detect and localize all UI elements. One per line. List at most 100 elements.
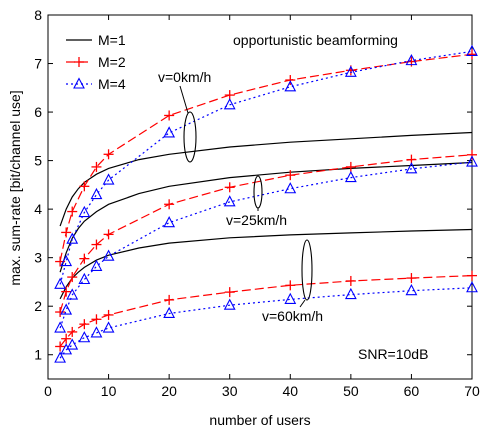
data-point <box>79 253 90 264</box>
annotation-header: opportunistic beamforming <box>233 32 398 48</box>
legend-marker <box>73 77 85 89</box>
legend-label: M=2 <box>98 54 126 70</box>
annotations: opportunistic beamforming v=0km/h v=25km… <box>158 32 428 362</box>
series-line <box>59 50 473 285</box>
plot-area: 0 10 20 30 40 50 60 70 1 2 3 4 5 6 7 8 <box>34 7 480 399</box>
data-point <box>54 277 67 289</box>
data-point <box>163 306 176 319</box>
data-point <box>61 286 72 297</box>
data-point <box>103 309 114 320</box>
x-tick-label: 20 <box>161 383 177 399</box>
data-point <box>61 333 72 344</box>
leader-v0 <box>179 85 189 114</box>
data-point <box>163 126 176 138</box>
data-point <box>79 181 90 192</box>
data-point <box>66 288 79 300</box>
data-point <box>163 216 176 228</box>
y-tick-label: 7 <box>34 56 42 72</box>
legend-item-m2: M=2 <box>66 54 126 70</box>
series-layer <box>54 44 478 363</box>
series-m4-v25kmh <box>54 155 478 333</box>
data-point <box>79 319 90 330</box>
legend-background <box>63 23 131 103</box>
data-point <box>223 298 236 310</box>
data-point <box>406 273 417 284</box>
data-point <box>66 338 79 350</box>
data-point <box>285 75 296 86</box>
annotation-v0: v=0km/h <box>158 69 211 85</box>
data-point <box>284 80 297 92</box>
legend-item-m1: M=1 <box>66 32 126 48</box>
data-point <box>102 173 115 185</box>
data-point <box>67 326 78 337</box>
plot-frame <box>47 14 473 380</box>
x-tick-label: 70 <box>464 383 480 399</box>
data-point <box>90 326 103 338</box>
y-tick-label: 1 <box>34 347 42 363</box>
data-point <box>90 187 103 200</box>
data-point <box>91 314 102 325</box>
series-line <box>59 154 473 313</box>
data-point <box>66 232 79 244</box>
data-point <box>102 321 115 333</box>
data-point <box>223 98 236 110</box>
data-point <box>60 254 73 267</box>
series-line <box>59 275 473 347</box>
y-tick-label: 5 <box>34 153 42 169</box>
series-line <box>59 161 473 329</box>
x-tick-label: 60 <box>404 383 420 399</box>
data-point <box>61 227 72 238</box>
data-point <box>102 249 115 261</box>
data-point <box>285 280 296 291</box>
data-point <box>466 281 478 293</box>
annotation-snr: SNR=10dB <box>358 346 428 362</box>
x-tick-label: 40 <box>282 383 298 399</box>
data-point <box>78 205 91 218</box>
annotation-v25: v=25km/h <box>226 212 287 228</box>
group-ellipse-v60 <box>301 239 313 301</box>
data-point <box>78 272 91 285</box>
legend: M=1 M=2 M=4 <box>63 23 131 103</box>
y-tick-label: 6 <box>34 104 42 120</box>
data-point <box>91 161 102 172</box>
series-m2-v25kmh <box>55 149 477 318</box>
y-tick-label: 8 <box>34 7 42 23</box>
y-tick-label: 2 <box>34 298 42 314</box>
data-point <box>224 287 235 298</box>
data-point <box>467 49 477 60</box>
series-line <box>59 287 473 359</box>
data-point <box>223 195 236 207</box>
y-tick-label: 3 <box>34 250 42 266</box>
x-tick-label: 50 <box>343 383 359 399</box>
data-point <box>466 44 478 56</box>
data-point <box>164 110 175 121</box>
data-point <box>467 149 477 160</box>
data-point <box>344 65 357 77</box>
series-line <box>59 53 473 262</box>
x-axis-label: number of users <box>209 412 310 428</box>
data-point <box>54 351 67 363</box>
data-point <box>285 170 296 181</box>
series-m4-v60kmh <box>54 281 478 363</box>
group-ellipse-v25 <box>253 175 263 209</box>
series-line <box>59 131 473 227</box>
y-axis-label: max. sum-rate [bit/channel use] <box>7 90 23 285</box>
data-point <box>405 162 418 174</box>
data-point <box>164 294 175 305</box>
data-point <box>91 239 102 250</box>
data-point <box>60 303 73 315</box>
data-point <box>164 199 175 210</box>
data-point <box>345 161 356 172</box>
data-point <box>78 331 91 343</box>
data-point <box>284 182 297 194</box>
annotation-v60: v=60km/h <box>262 308 323 324</box>
data-point <box>103 229 114 240</box>
leader-v60 <box>299 299 306 308</box>
data-point <box>55 341 66 352</box>
legend-label: M=4 <box>98 76 126 92</box>
legend-item-m4: M=4 <box>66 76 126 92</box>
data-point <box>103 149 114 160</box>
series-m2-v0kmh <box>55 49 477 267</box>
data-point <box>67 272 78 283</box>
